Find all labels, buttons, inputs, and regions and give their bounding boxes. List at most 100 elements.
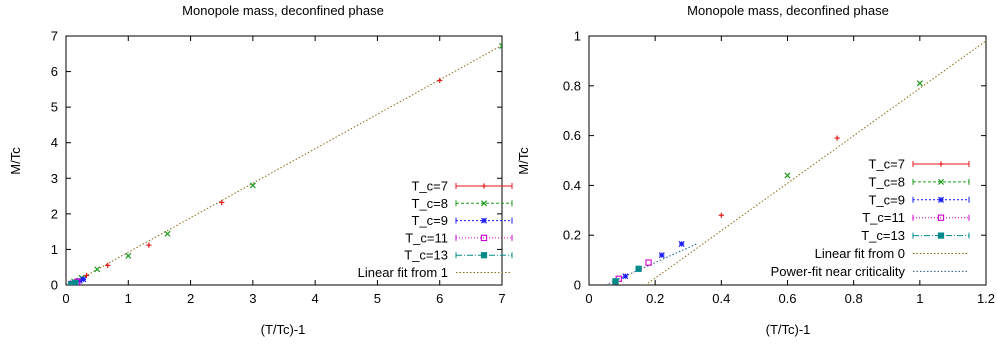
left-legend-label: T_c=9: [412, 213, 449, 228]
left-data-point: [72, 279, 79, 285]
right-data-point: [916, 80, 923, 87]
right-data-point: [658, 252, 665, 259]
right-legend-marker: [937, 178, 945, 185]
left-data-point: [146, 242, 152, 248]
right-x-tick-label: 1.2: [977, 291, 995, 306]
left-legend-swatch: [455, 217, 513, 224]
right-y-tick-label: 0.4: [563, 178, 581, 193]
right-chart-title: Monopole mass, deconfined phase: [687, 3, 889, 18]
right-legend-label: T_c=7: [869, 157, 906, 172]
left-chart-y-axis-label: M/Tc: [8, 147, 23, 175]
left-chart: Monopole mass, deconfined phase (T/Tc)-1…: [8, 3, 513, 337]
left-data-point: [125, 252, 132, 259]
right-x-tick-label: 0.8: [845, 291, 863, 306]
right-data-point: [784, 172, 791, 179]
left-legend-marker: [480, 217, 488, 224]
right-chart: Monopole mass, deconfined phase (T/Tc)-1…: [516, 3, 995, 337]
left-y-tick-label: 6: [51, 64, 58, 79]
right-legend-label: T_c=8: [869, 174, 906, 189]
left-x-tick-label: 5: [374, 291, 381, 306]
left-x-tick-label: 3: [249, 291, 256, 306]
right-y-tick-label: 0.2: [563, 228, 581, 243]
left-legend-swatch: [455, 252, 513, 259]
right-x-tick-label: 0.4: [712, 291, 730, 306]
left-y-tick-label: 5: [51, 100, 58, 115]
left-y-tick-label: 3: [51, 171, 58, 186]
left-data-point: [249, 182, 256, 189]
left-legend-swatch: [455, 200, 513, 207]
left-legend-swatch: [455, 234, 513, 242]
left-legend-label: T_c=13: [404, 248, 448, 263]
left-legend-marker: [480, 200, 488, 207]
right-data-point: [635, 265, 642, 272]
right-x-tick-label: 0.6: [778, 291, 796, 306]
left-chart-title: Monopole mass, deconfined phase: [182, 3, 384, 18]
right-y-tick-label: 0.6: [563, 128, 581, 143]
left-chart-legend: T_c=7 T_c=8 T_c=9 T_c=11 T_c=13 Linear fit fr…: [358, 179, 513, 280]
right-chart-plot-area: [588, 35, 987, 286]
left-x-tick-label: 6: [436, 291, 443, 306]
left-x-tick-label: 0: [62, 291, 69, 306]
right-data-point: [678, 240, 685, 247]
right-legend-label: T_c=9: [869, 192, 906, 207]
right-legend-marker: [937, 196, 945, 203]
left-legend-marker: [481, 183, 487, 189]
left-legend-label: T_c=8: [412, 196, 449, 211]
left-legend-swatch: [455, 183, 513, 189]
right-legend-swatch: [912, 196, 970, 203]
right-chart-points: [612, 80, 923, 285]
left-legend-label: Linear fit from 1: [358, 265, 448, 280]
right-data-point: [645, 259, 652, 266]
left-chart-x-axis-label: (T/Tc)-1: [261, 322, 306, 337]
right-y-tick-label: 0: [574, 278, 581, 293]
right-legend-label: T_c=11: [862, 210, 905, 225]
left-data-point: [164, 230, 171, 237]
right-x-tick-label: 0.2: [646, 291, 664, 306]
right-legend-swatch: [912, 232, 970, 239]
left-data-point: [219, 199, 225, 206]
left-legend-label: T_c=11: [405, 230, 448, 245]
left-x-tick-label: 1: [125, 291, 132, 306]
right-x-tick-label: 0: [585, 291, 592, 306]
left-x-tick-label: 4: [312, 291, 319, 306]
left-y-tick-label: 4: [51, 135, 58, 150]
right-data-point: [834, 135, 840, 141]
left-chart-plot-area: [65, 35, 503, 286]
right-legend-label: Linear fit from 0: [815, 246, 905, 261]
right-x-tick-label: 1: [916, 291, 923, 306]
left-data-point: [437, 77, 443, 84]
left-legend-label: T_c=7: [412, 179, 449, 194]
right-data-point: [718, 212, 724, 218]
left-chart-points: [67, 42, 502, 285]
left-legend-marker: [480, 234, 488, 242]
left-y-tick-label: 2: [51, 206, 58, 221]
left-chart-ticks: 0 1 2 3 4 5 6 7 0 1 2 3 4 5 6 7: [51, 29, 506, 307]
left-y-tick-label: 1: [51, 242, 58, 257]
right-chart-x-axis-label: (T/Tc)-1: [766, 322, 811, 337]
right-chart-y-axis-label: M/Tc: [516, 147, 531, 175]
right-chart-legend: T_c=7 T_c=8 T_c=9 T_c=11 T_c=13 Linear fit fr…: [771, 157, 970, 279]
left-x-tick-label: 7: [498, 291, 505, 306]
right-legend-swatch: [912, 214, 970, 221]
left-legend-marker: [480, 252, 488, 259]
right-legend-marker: [937, 232, 945, 239]
right-y-tick-label: 1: [574, 29, 581, 44]
right-legend-swatch: [912, 178, 970, 185]
right-legend-swatch: [912, 161, 970, 167]
left-data-point: [83, 272, 90, 278]
right-legend-marker: [938, 161, 944, 167]
right-legend-label: T_c=13: [861, 228, 905, 243]
right-data-point: [622, 273, 629, 280]
left-data-point: [498, 42, 502, 49]
left-y-tick-label: 0: [51, 278, 58, 293]
right-legend-marker: [937, 214, 945, 221]
left-data-point: [80, 276, 87, 283]
right-y-tick-label: 0.8: [563, 78, 581, 93]
left-x-tick-label: 2: [187, 291, 194, 306]
left-data-point: [94, 266, 101, 273]
right-legend-label: Power-fit near criticality: [771, 264, 906, 279]
right-data-point: [612, 278, 619, 285]
right-fit-line: [605, 242, 699, 285]
right-chart-ticks: 0 0.2 0.4 0.6 0.8 1 1.2 0 0.2 0.4 0.6 0.8 1: [563, 29, 995, 307]
